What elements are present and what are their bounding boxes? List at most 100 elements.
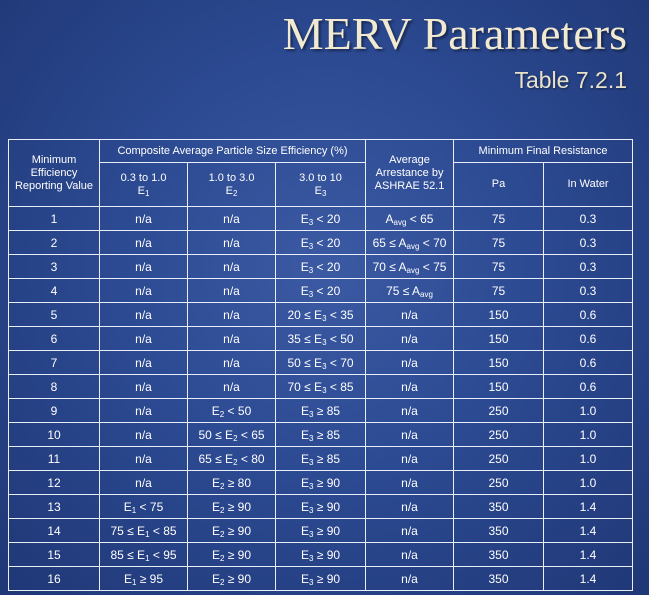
cell-text: < 65	[237, 427, 265, 442]
cell-e1: n/a	[99, 278, 188, 303]
cell-merv: 13	[8, 494, 100, 519]
cell-subscript: 2	[219, 529, 225, 539]
table-row: 7 n/a n/a 50 ≤ E3 < 70 n/a 150 0.6	[8, 350, 634, 375]
cell-text: 70 ≤ A	[372, 259, 407, 274]
cell-text: E	[123, 571, 132, 586]
cell-e2: n/a	[187, 278, 276, 303]
cell-text: E	[300, 571, 309, 586]
cell-subscript: 3	[308, 553, 314, 563]
cell-text: E	[300, 475, 309, 490]
cell-text: E	[300, 211, 309, 226]
table-row: 16 E1 ≥ 95 E2 ≥ 90 E3 ≥ 90 n/a 350 1.4	[8, 566, 634, 591]
cell-text: < 75	[419, 259, 447, 274]
cell-subscript: avg	[393, 217, 407, 227]
header-merv-line: Minimum	[31, 153, 77, 166]
table-row: 3 n/a n/a E3 < 20 70 ≤ Aavg < 75 75 0.3	[8, 254, 634, 279]
cell-pa: 250	[453, 446, 545, 471]
cell-e2: n/a	[187, 254, 276, 279]
cell-text: n/a	[401, 307, 418, 322]
cell-text: n/a	[401, 523, 418, 538]
header-row-top: Minimum Efficiency Reporting Value Compo…	[8, 139, 634, 207]
cell-inw: 1.0	[543, 422, 634, 447]
cell-e3: 70 ≤ E3 < 85	[274, 374, 367, 399]
merv-table: Minimum Efficiency Reporting Value Compo…	[8, 139, 634, 591]
cell-text: < 85	[326, 379, 354, 394]
cell-text: ≥ 90	[224, 547, 252, 562]
cell-e3: E3 ≥ 85	[274, 422, 367, 447]
cell-e1: 85 ≤ E1 < 95	[99, 542, 188, 567]
cell-inw: 0.6	[543, 350, 634, 375]
cell-text: ≥ 90	[313, 523, 341, 538]
table-row: 15 85 ≤ E1 < 95 E2 ≥ 90 E3 ≥ 90 n/a 350 1.4	[8, 542, 634, 567]
table-row: 6 n/a n/a 35 ≤ E3 < 50 n/a 150 0.6	[8, 326, 634, 351]
cell-e2: E2 ≥ 90	[187, 518, 276, 543]
cell-inw: 0.3	[543, 230, 634, 255]
cell-e3: E3 ≥ 90	[274, 470, 367, 495]
cell-text: E	[300, 499, 309, 514]
cell-e3: 50 ≤ E3 < 70	[274, 350, 367, 375]
cell-inw: 1.4	[543, 518, 634, 543]
cell-e1: E1 ≥ 95	[99, 566, 188, 591]
header-e1-range: 0.3 to 1.0	[120, 171, 167, 184]
cell-text: n/a	[135, 475, 152, 490]
header-merv-line: Efficiency	[30, 166, 78, 179]
cell-text: n/a	[223, 379, 240, 394]
table-row: 1 n/a n/a E3 < 20 Aavg < 65 75 0.3	[8, 206, 634, 231]
cell-arrest: n/a	[365, 518, 455, 543]
cell-merv: 16	[8, 566, 100, 591]
table-row: 9 n/a E2 < 50 E3 ≥ 85 n/a 250 1.0	[8, 398, 634, 423]
cell-subscript: 3	[308, 289, 314, 299]
cell-text: E	[300, 259, 309, 274]
cell-inw: 0.6	[543, 302, 634, 327]
header-e1-sub: 1	[144, 188, 150, 198]
cell-e2: n/a	[187, 206, 276, 231]
cell-arrest: n/a	[365, 470, 455, 495]
cell-text: < 20	[313, 235, 341, 250]
cell-e2: E2 < 50	[187, 398, 276, 423]
cell-subscript: 3	[308, 409, 314, 419]
table-row: 5 n/a n/a 20 ≤ E3 < 35 n/a 150 0.6	[8, 302, 634, 327]
cell-arrest: n/a	[365, 350, 455, 375]
cell-e2: n/a	[187, 374, 276, 399]
cell-merv: 2	[8, 230, 100, 255]
cell-text: ≥ 95	[136, 571, 164, 586]
cell-inw: 1.4	[543, 542, 634, 567]
cell-text: n/a	[135, 427, 152, 442]
header-pa: Pa	[453, 162, 545, 207]
cell-merv: 6	[8, 326, 100, 351]
cell-text: ≥ 90	[313, 475, 341, 490]
cell-text: n/a	[135, 283, 152, 298]
cell-e2: n/a	[187, 302, 276, 327]
header-arrestance-line: Average	[389, 153, 430, 166]
cell-text: n/a	[401, 427, 418, 442]
cell-e3: E3 < 20	[274, 254, 367, 279]
cell-e2: E2 ≥ 90	[187, 494, 276, 519]
table-row: 13 E1 < 75 E2 ≥ 90 E3 ≥ 90 n/a 350 1.4	[8, 494, 634, 519]
cell-merv: 4	[8, 278, 100, 303]
cell-merv: 14	[8, 518, 100, 543]
header-arrestance-line: Arrestance by	[375, 166, 444, 179]
table-row: 4 n/a n/a E3 < 20 75 ≤ Aavg 75 0.3	[8, 278, 634, 303]
header-resistance: Minimum Final Resistance	[453, 139, 634, 163]
header-arrestance-line: ASHRAE 52.1	[374, 179, 445, 192]
cell-e3: E3 ≥ 85	[274, 446, 367, 471]
cell-e2: E2 ≥ 90	[187, 542, 276, 567]
cell-inw: 0.6	[543, 326, 634, 351]
cell-text: < 85	[149, 523, 177, 538]
cell-inw: 1.0	[543, 446, 634, 471]
cell-merv: 10	[8, 422, 100, 447]
cell-text: E	[300, 403, 309, 418]
header-composite: Composite Average Particle Size Efficien…	[98, 139, 367, 163]
cell-merv: 12	[8, 470, 100, 495]
cell-text: ≥ 85	[313, 451, 341, 466]
cell-arrest: n/a	[365, 374, 455, 399]
cell-text: ≥ 90	[313, 499, 341, 514]
cell-pa: 350	[453, 494, 545, 519]
cell-pa: 150	[453, 326, 545, 351]
cell-pa: 250	[453, 470, 545, 495]
cell-e2: n/a	[187, 326, 276, 351]
cell-text: < 50	[224, 403, 252, 418]
header-e3-symbol: E	[314, 184, 322, 197]
cell-text: n/a	[223, 355, 240, 370]
cell-text: < 20	[313, 283, 341, 298]
